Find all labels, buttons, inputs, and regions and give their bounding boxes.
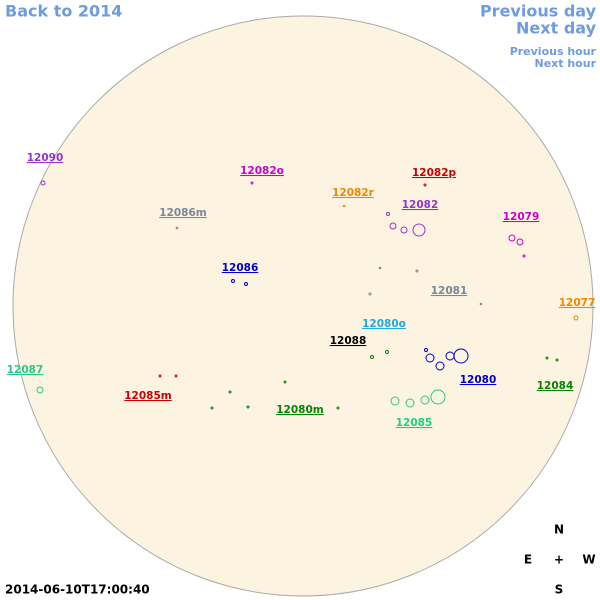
- compass-south: S: [555, 583, 564, 597]
- compass-north: N: [554, 523, 564, 537]
- region-label[interactable]: 12088: [330, 335, 367, 347]
- next-day-link[interactable]: Next day: [516, 19, 597, 38]
- compass-west: W: [582, 553, 595, 567]
- region-label[interactable]: 12077: [559, 297, 596, 309]
- compass: N E + W S: [524, 523, 596, 597]
- region-label[interactable]: 12080: [460, 374, 497, 386]
- region-label[interactable]: 12080o: [362, 318, 406, 330]
- timestamp: 2014-06-10T17:00:40: [5, 583, 150, 597]
- compass-east: E: [524, 553, 532, 567]
- back-link[interactable]: Back to 2014: [5, 2, 122, 21]
- region-label[interactable]: 12084: [537, 380, 574, 392]
- region-label[interactable]: 12085: [396, 417, 433, 429]
- region-label[interactable]: 12081: [431, 285, 468, 297]
- compass-center: +: [554, 553, 564, 567]
- region-label[interactable]: 12082r: [332, 187, 375, 199]
- previous-day-link[interactable]: Previous day: [480, 2, 597, 21]
- region-label[interactable]: 12087: [7, 364, 44, 376]
- region-label[interactable]: 12080m: [276, 404, 324, 416]
- region-label[interactable]: 12082: [402, 199, 439, 211]
- solar-disk: [12, 15, 594, 597]
- sunspots: [36, 180, 579, 410]
- region-label[interactable]: 12085m: [124, 390, 172, 402]
- region-labels: 12090 12082o 12082p 12082r 12082 12086m 12079 1…: [7, 152, 596, 429]
- region-label[interactable]: 12079: [503, 211, 540, 223]
- region-label[interactable]: 12090: [27, 152, 64, 164]
- region-label[interactable]: 12086: [222, 262, 259, 274]
- next-hour-link[interactable]: Next hour: [535, 57, 597, 70]
- previous-hour-link[interactable]: Previous hour: [510, 45, 597, 58]
- region-label[interactable]: 12082o: [240, 165, 284, 177]
- region-label[interactable]: 12082p: [412, 167, 457, 179]
- region-label[interactable]: 12086m: [159, 207, 207, 219]
